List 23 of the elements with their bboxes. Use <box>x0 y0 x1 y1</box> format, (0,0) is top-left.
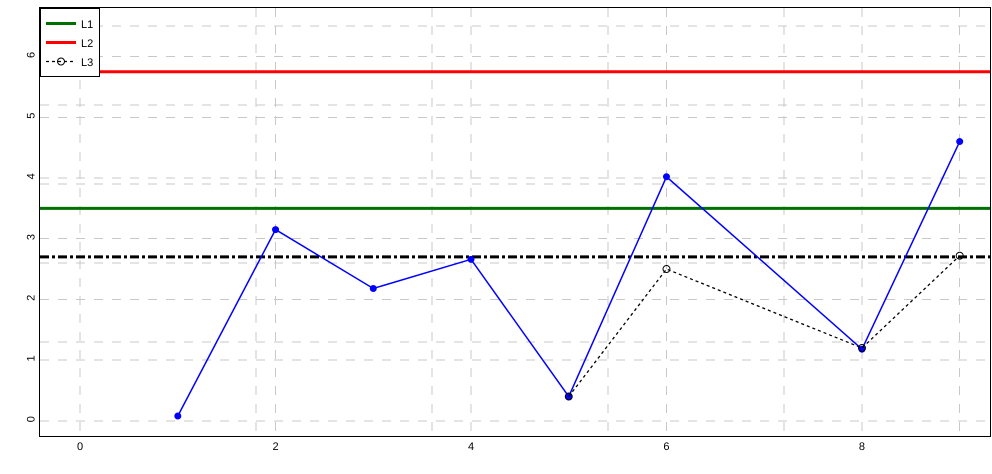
y-tick-label: 4 <box>26 173 38 180</box>
point <box>370 284 377 292</box>
y-tick-label: 6 <box>26 52 38 58</box>
legend-label: L2 <box>81 38 94 50</box>
x-tick-label: 6 <box>663 441 670 454</box>
point <box>662 265 670 274</box>
point <box>956 138 964 146</box>
legend-label: L3 <box>81 56 94 69</box>
point <box>662 173 670 180</box>
x-tick-label: 0 <box>77 441 84 454</box>
y-tick-label: 5 <box>26 112 38 119</box>
legend-label: L1 <box>81 18 94 31</box>
x-tick-label: 2 <box>272 441 279 454</box>
y-tick-label: 0 <box>26 416 38 422</box>
point <box>468 256 475 263</box>
x-tick-label: 4 <box>468 441 474 454</box>
x-tick-label: 8 <box>858 441 866 454</box>
y-tick-label: 3 <box>26 234 38 240</box>
point <box>174 412 182 420</box>
y-tick-label: 2 <box>26 294 38 301</box>
y-tick-label: 1 <box>26 355 38 362</box>
point <box>956 252 964 260</box>
point <box>272 226 280 234</box>
